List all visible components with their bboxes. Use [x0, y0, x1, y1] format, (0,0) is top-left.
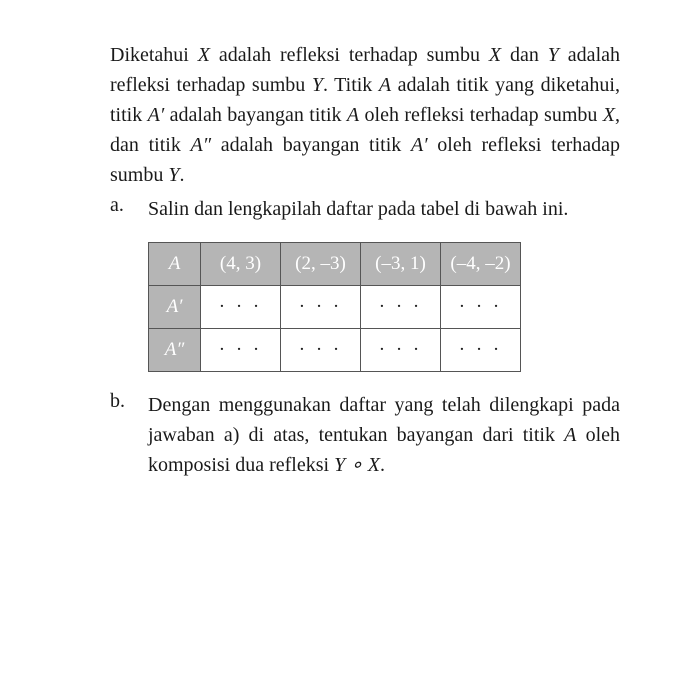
row-0-cell-0: · · ·	[201, 286, 281, 329]
row-1-cell-2: · · ·	[361, 329, 441, 372]
item-b-letter: b.	[110, 390, 148, 480]
item-a: a. Salin dan lengkapilah daftar pada tab…	[110, 194, 620, 224]
table-col-3: (–4, –2)	[441, 243, 521, 286]
data-table: A (4, 3) (2, –3) (–3, 1) (–4, –2) A′ · ·…	[148, 242, 521, 372]
table-header-label: A	[149, 243, 201, 286]
row-1-cell-0: · · ·	[201, 329, 281, 372]
row-0-cell-2: · · ·	[361, 286, 441, 329]
row-1-label: A″	[149, 329, 201, 372]
item-a-text: Salin dan lengkapilah daftar pada tabel …	[148, 194, 620, 224]
table-col-2: (–3, 1)	[361, 243, 441, 286]
intro-paragraph: Diketahui X adalah refleksi terhadap sum…	[110, 40, 620, 190]
row-0-cell-1: · · ·	[281, 286, 361, 329]
table-header-row: A (4, 3) (2, –3) (–3, 1) (–4, –2)	[149, 243, 521, 286]
table-row-0: A′ · · · · · · · · · · · ·	[149, 286, 521, 329]
row-1-cell-1: · · ·	[281, 329, 361, 372]
table-col-1: (2, –3)	[281, 243, 361, 286]
row-1-cell-3: · · ·	[441, 329, 521, 372]
table-row-1: A″ · · · · · · · · · · · ·	[149, 329, 521, 372]
row-0-label: A′	[149, 286, 201, 329]
row-0-cell-3: · · ·	[441, 286, 521, 329]
item-b: b. Dengan menggunakan daftar yang telah …	[110, 390, 620, 480]
table-col-0: (4, 3)	[201, 243, 281, 286]
item-b-text: Dengan menggunakan daftar yang telah dil…	[148, 390, 620, 480]
item-a-letter: a.	[110, 194, 148, 224]
table-wrapper: A (4, 3) (2, –3) (–3, 1) (–4, –2) A′ · ·…	[148, 242, 620, 372]
